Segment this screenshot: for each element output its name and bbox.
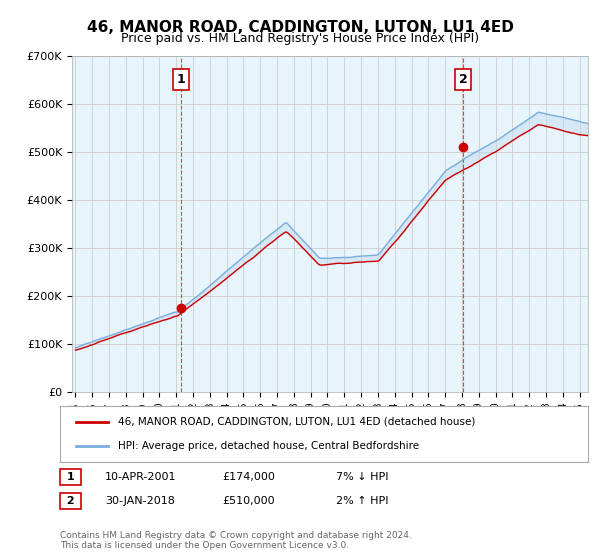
Text: 7% ↓ HPI: 7% ↓ HPI bbox=[336, 472, 389, 482]
Text: £510,000: £510,000 bbox=[222, 496, 275, 506]
Text: HPI: Average price, detached house, Central Bedfordshire: HPI: Average price, detached house, Cent… bbox=[118, 441, 419, 451]
Text: 46, MANOR ROAD, CADDINGTON, LUTON, LU1 4ED (detached house): 46, MANOR ROAD, CADDINGTON, LUTON, LU1 4… bbox=[118, 417, 475, 427]
Text: 1: 1 bbox=[63, 472, 79, 482]
Text: £174,000: £174,000 bbox=[222, 472, 275, 482]
Text: Contains HM Land Registry data © Crown copyright and database right 2024.
This d: Contains HM Land Registry data © Crown c… bbox=[60, 531, 412, 550]
Text: 2% ↑ HPI: 2% ↑ HPI bbox=[336, 496, 389, 506]
Text: 46, MANOR ROAD, CADDINGTON, LUTON, LU1 4ED: 46, MANOR ROAD, CADDINGTON, LUTON, LU1 4… bbox=[86, 20, 514, 35]
Text: 30-JAN-2018: 30-JAN-2018 bbox=[105, 496, 175, 506]
Text: 1: 1 bbox=[176, 73, 185, 86]
Text: 2: 2 bbox=[63, 496, 79, 506]
Text: Price paid vs. HM Land Registry's House Price Index (HPI): Price paid vs. HM Land Registry's House … bbox=[121, 32, 479, 45]
Text: 2: 2 bbox=[459, 73, 467, 86]
Text: 10-APR-2001: 10-APR-2001 bbox=[105, 472, 176, 482]
